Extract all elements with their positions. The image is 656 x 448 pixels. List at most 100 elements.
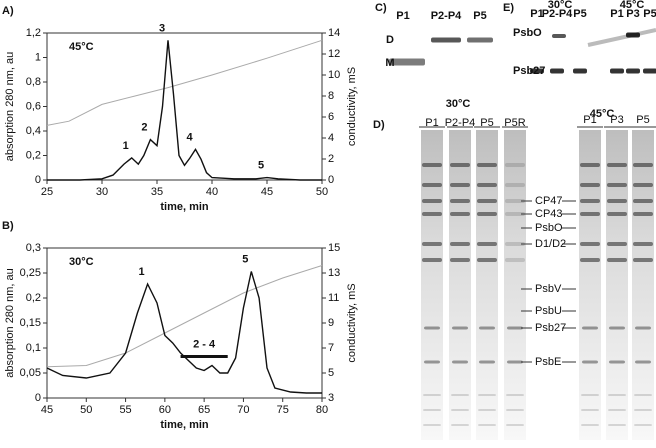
gel-band: [478, 394, 496, 396]
gel-band: [609, 326, 625, 330]
band-label: CP43: [535, 208, 563, 220]
panel-label: E): [503, 2, 514, 14]
peak-label: 2: [141, 121, 147, 133]
gel-band: [506, 394, 524, 396]
lane-label: P5R: [504, 117, 525, 129]
gel-band: [581, 394, 599, 396]
x-axis-label: time, min: [160, 201, 209, 213]
gel-band: [581, 424, 599, 426]
lane-label: P1: [425, 117, 438, 129]
gel-band: [450, 212, 470, 216]
gel-band: [607, 199, 627, 203]
gel-band: [633, 242, 653, 246]
gel-band: [424, 360, 440, 364]
y2-tick-label: 12: [328, 48, 340, 60]
gel-band: [633, 199, 653, 203]
gel-band: [582, 360, 598, 364]
gel-band: [552, 34, 566, 38]
chart-title: 30°C: [69, 256, 94, 268]
gel-band: [450, 183, 470, 187]
y-axis-label: absorption 280 nm, au: [4, 268, 16, 377]
y-tick-label: 0,3: [26, 242, 41, 254]
gel-band: [607, 242, 627, 246]
peak-label: 5: [258, 159, 264, 171]
gel-band: [634, 409, 652, 411]
lane-label: P1: [396, 10, 409, 22]
gel-band: [450, 258, 470, 262]
gel-lane: [579, 130, 601, 440]
y-tick-label: 0,25: [20, 267, 41, 279]
gel-band: [451, 394, 469, 396]
gel-band: [478, 424, 496, 426]
gel-band: [505, 212, 525, 216]
y2-tick-label: 6: [328, 111, 334, 123]
y-tick-label: 0,05: [20, 367, 41, 379]
gel-band: [477, 258, 497, 262]
gel-band: [530, 68, 544, 74]
gel-band: [582, 326, 598, 330]
y-tick-label: 0,8: [26, 76, 41, 88]
group-title: 45°C: [590, 108, 615, 120]
y2-tick-label: 3: [328, 392, 334, 404]
gel-band: [610, 68, 624, 74]
gel-band: [580, 163, 600, 167]
gel-band: [643, 68, 656, 74]
gel-band: [607, 163, 627, 167]
y2-tick-label: 9: [328, 317, 334, 329]
gel-band: [607, 258, 627, 262]
gel-band: [423, 424, 441, 426]
gel-band: [607, 212, 627, 216]
lane-label: P1: [610, 8, 623, 20]
gel-band: [422, 183, 442, 187]
group-title: 30°C: [446, 98, 471, 110]
gel-band: [479, 326, 495, 330]
gel-band: [477, 199, 497, 203]
y-tick-label: 0,2: [26, 292, 41, 304]
gel-band: [479, 360, 495, 364]
lane-label: P2-P4: [542, 8, 573, 20]
x-tick-label: 25: [41, 186, 53, 198]
gel-band: [580, 199, 600, 203]
data-line: [46, 39, 323, 126]
gel-band: [506, 424, 524, 426]
gel-band: [550, 68, 564, 74]
y2-tick-label: 2: [328, 153, 334, 165]
y-tick-label: 0,6: [26, 100, 41, 112]
x-tick-label: 65: [198, 404, 210, 416]
gel-band: [422, 163, 442, 167]
gel-band: [389, 58, 425, 66]
y2-tick-label: 10: [328, 69, 340, 81]
gel-band: [608, 409, 626, 411]
gel-lane: [504, 130, 526, 440]
chart-title: 45°C: [69, 41, 94, 53]
gel-band: [633, 183, 653, 187]
lane-label: P1: [583, 114, 596, 126]
gel-band: [609, 360, 625, 364]
lane-label: P5: [643, 8, 656, 20]
gel-band: [477, 242, 497, 246]
panel-label: D): [373, 119, 385, 131]
y-tick-label: 0: [35, 174, 41, 186]
y-tick-label: 0,15: [20, 317, 41, 329]
lane-label: P1: [530, 8, 543, 20]
lane-label: P5: [573, 8, 586, 20]
gel-band: [422, 212, 442, 216]
gel-band: [633, 212, 653, 216]
x-tick-label: 50: [316, 186, 328, 198]
gel-band: [580, 212, 600, 216]
lane-label: P5: [480, 117, 493, 129]
band-label: PsbO: [535, 222, 563, 234]
gel-band: [422, 258, 442, 262]
y-tick-label: 1,2: [26, 27, 41, 39]
group-title: 30°C: [548, 0, 573, 11]
panel-label: C): [375, 2, 387, 14]
band-label: Psb27: [513, 65, 545, 77]
lane-label: P3: [626, 8, 639, 20]
x-tick-label: 60: [159, 404, 171, 416]
gel-band: [635, 326, 651, 330]
x-tick-label: 50: [80, 404, 92, 416]
lane-label: P2-P4: [445, 117, 476, 129]
panel-label: A): [2, 5, 14, 17]
gel-band: [450, 199, 470, 203]
